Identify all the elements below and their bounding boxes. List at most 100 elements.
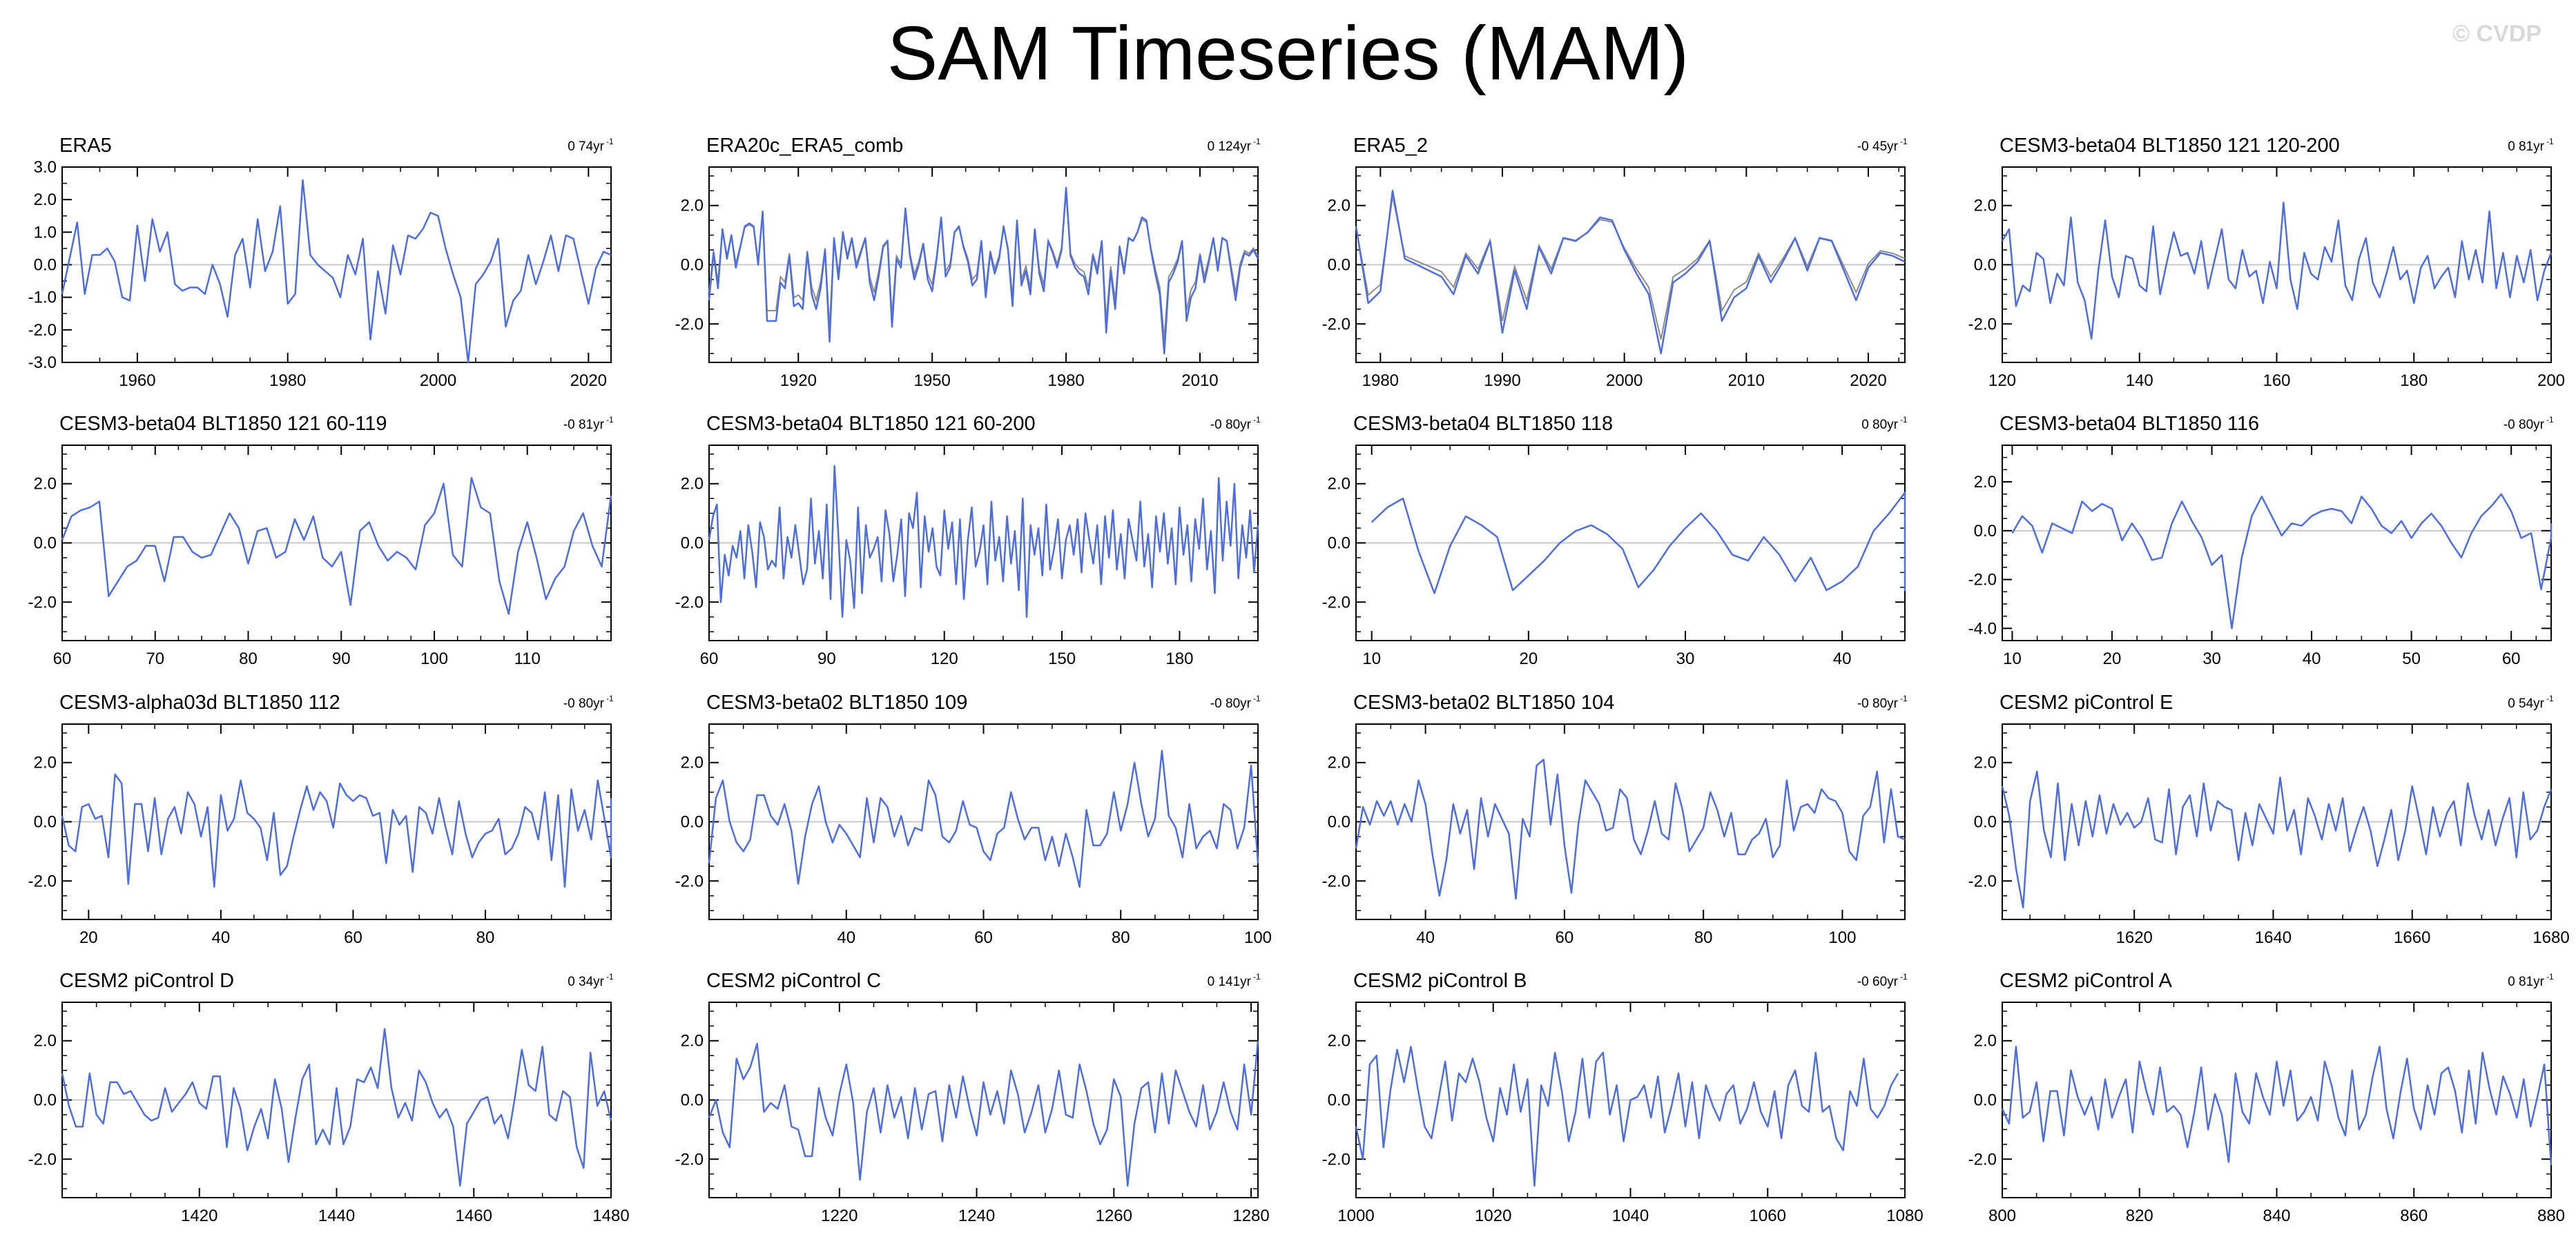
y-tick-label: -2.0 <box>1968 872 1997 890</box>
panel-title: CESM3-beta04 BLT1850 121 60-119 <box>59 413 387 435</box>
x-tick-label: 1640 <box>2255 928 2292 947</box>
panel-title: CESM3-beta02 BLT1850 109 <box>706 692 967 714</box>
plot-frame <box>2002 445 2552 641</box>
trend-exponent: -1 <box>2546 972 2554 982</box>
trend-label: 0 141yr <box>1208 975 1252 989</box>
x-tick-label: 880 <box>2537 1207 2565 1225</box>
panel-title: CESM3-alpha03d BLT1850 112 <box>59 692 340 714</box>
y-tick-label: 0.0 <box>1974 256 1997 275</box>
panel: CESM3-beta04 BLT1850 116 -0 80yr -1 -4.0 -2.… <box>1968 413 2554 668</box>
series-line <box>2001 1046 2553 1165</box>
trend-label: -0 80yr <box>1857 696 1899 711</box>
y-tick-label: 0.0 <box>681 813 704 832</box>
series-line <box>1371 491 1906 594</box>
x-tick-label: 60 <box>974 928 993 947</box>
x-tick-label: 180 <box>1165 650 1193 668</box>
y-tick-label: 2.0 <box>1328 197 1350 215</box>
panel-title: CESM3-beta04 BLT1850 118 <box>1353 413 1613 435</box>
trend-exponent: -1 <box>1900 415 1908 425</box>
panel: CESM2 piControl D 0 34yr -1 -2.0 0.0 2.0 1420 1… <box>28 970 630 1225</box>
x-tick-label: 1680 <box>2533 928 2569 947</box>
x-tick-label: 30 <box>2202 650 2221 668</box>
x-tick-label: 20 <box>1520 650 1538 668</box>
panel-title: CESM3-beta04 BLT1850 121 60-200 <box>706 413 1036 435</box>
panel-title: CESM3-beta04 BLT1850 116 <box>1999 413 2259 435</box>
panel-title: CESM3-beta02 BLT1850 104 <box>1353 692 1614 714</box>
series-line <box>708 465 1259 618</box>
series-line <box>1355 759 1906 900</box>
x-tick-label: 100 <box>1244 928 1272 947</box>
x-tick-label: 40 <box>212 928 231 947</box>
y-tick-label: 0.0 <box>681 1091 704 1110</box>
x-tick-label: 40 <box>2303 650 2321 668</box>
x-tick-label: 1950 <box>913 371 950 390</box>
y-tick-label: 0.0 <box>1974 1091 1997 1110</box>
panel-title: CESM3-beta04 BLT1850 121 120-200 <box>1999 135 2340 157</box>
x-tick-label: 80 <box>1112 928 1130 947</box>
y-tick-label: 0.0 <box>1328 813 1350 832</box>
x-tick-label: 80 <box>1694 928 1713 947</box>
trend-label: -0 81yr <box>563 418 605 432</box>
trend-exponent: -1 <box>1253 694 1261 703</box>
x-tick-label: 60 <box>2502 650 2521 668</box>
y-tick-label: -1.0 <box>28 289 57 307</box>
trend-exponent: -1 <box>2546 694 2554 703</box>
y-tick-label: -2.0 <box>675 315 704 333</box>
x-tick-label: 90 <box>817 650 836 668</box>
y-tick-label: -2.0 <box>1968 1150 1997 1169</box>
x-tick-label: 1920 <box>780 371 817 390</box>
panel-title: CESM2 piControl C <box>706 970 881 992</box>
series-line <box>708 186 1259 355</box>
y-tick-label: -2.0 <box>1322 593 1350 612</box>
x-tick-label: 1990 <box>1484 371 1520 390</box>
x-tick-label: 60 <box>700 650 719 668</box>
x-tick-label: 800 <box>1988 1207 2016 1225</box>
y-tick-label: 1.0 <box>34 223 57 242</box>
x-tick-label: 180 <box>2400 371 2428 390</box>
panel: CESM3-beta02 BLT1850 109 -0 80yr -1 -2.0 0.0… <box>675 692 1272 947</box>
trend-label: -0 45yr <box>1857 139 1899 154</box>
y-tick-label: 0.0 <box>34 256 57 275</box>
panel-title: CESM2 piControl B <box>1353 970 1527 992</box>
y-tick-label: -2.0 <box>1322 872 1350 890</box>
y-tick-label: 2.0 <box>1328 754 1350 772</box>
panel-title: CESM2 piControl E <box>1999 692 2173 714</box>
y-tick-label: 0.0 <box>34 813 57 832</box>
trend-label: 0 54yr <box>2508 696 2544 711</box>
x-tick-label: 60 <box>344 928 362 947</box>
x-tick-label: 1980 <box>1047 371 1084 390</box>
x-tick-label: 120 <box>1988 371 2016 390</box>
x-tick-label: 20 <box>2103 650 2122 668</box>
panel: CESM3-beta02 BLT1850 104 -0 80yr -1 -2.0 0.0… <box>1322 692 1908 947</box>
trend-exponent: -1 <box>1900 972 1908 982</box>
y-tick-label: 2.0 <box>1328 475 1350 494</box>
y-tick-label: -2.0 <box>28 321 57 340</box>
trend-label: -0 60yr <box>1857 975 1899 989</box>
x-tick-label: 40 <box>1416 928 1435 947</box>
x-tick-label: 60 <box>1556 928 1574 947</box>
x-tick-label: 150 <box>1048 650 1076 668</box>
page-title: SAM Timeseries (MAM) <box>887 11 1689 96</box>
x-tick-label: 160 <box>2263 371 2290 390</box>
y-tick-label: 2.0 <box>34 475 57 494</box>
x-tick-label: 200 <box>2537 371 2565 390</box>
x-tick-label: 40 <box>1833 650 1852 668</box>
y-tick-label: 0.0 <box>34 534 57 553</box>
y-tick-label: 0.0 <box>681 256 704 275</box>
trend-exponent: -1 <box>2546 137 2554 146</box>
y-tick-label: -4.0 <box>1968 619 1997 638</box>
y-tick-label: -2.0 <box>675 872 704 890</box>
y-tick-label: 2.0 <box>34 754 57 772</box>
panel-title: ERA20c_ERA5_comb <box>706 135 903 157</box>
x-tick-label: 60 <box>53 650 72 668</box>
x-tick-label: 90 <box>332 650 351 668</box>
x-tick-label: 1480 <box>592 1207 629 1225</box>
trend-exponent: -1 <box>606 694 614 703</box>
x-tick-label: 20 <box>79 928 98 947</box>
y-tick-label: -2.0 <box>1322 315 1350 333</box>
x-tick-label: 1020 <box>1475 1207 1511 1225</box>
x-tick-label: 100 <box>1828 928 1856 947</box>
panel: CESM3-alpha03d BLT1850 112 -0 80yr -1 -2.0 0… <box>28 692 614 947</box>
x-tick-label: 1260 <box>1096 1207 1132 1225</box>
watermark: © CVDP <box>2452 21 2541 47</box>
